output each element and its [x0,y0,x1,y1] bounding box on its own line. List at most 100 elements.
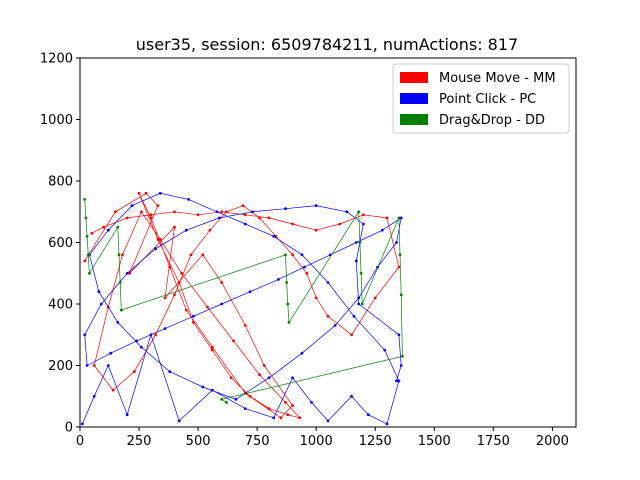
y-tick-label: 1200 [40,52,73,67]
series-2-point [358,241,362,244]
series-0-point [92,364,96,367]
series-0-point [220,210,224,214]
series-0-point [83,259,87,263]
series-1-point [357,296,361,300]
series-1-point [85,364,89,367]
series-1-point [251,210,254,214]
series-1-point [140,345,143,349]
legend-entry: Drag&Drop - DD [439,113,545,128]
series-1-point [163,327,167,330]
series-1-point [130,204,134,208]
series-2-point [284,253,287,257]
series-1-point [184,228,188,232]
series-2-point [220,397,224,401]
series-1-point [116,321,120,324]
series-0-point [243,324,247,327]
series-2-point [119,308,123,312]
series-2 [83,198,404,404]
series-1-point [326,419,330,423]
series-1-point [149,333,153,337]
series-1-point [395,241,398,244]
series-1-point [248,290,252,294]
series-1-point [267,376,271,380]
series-1-point [310,401,313,404]
series-0-point [208,228,212,232]
series-2-point [83,198,87,201]
series-0-point [267,216,271,220]
series-0-point [291,222,294,226]
series-1-point [125,271,129,275]
y-tick-label: 0 [65,421,73,436]
series-0-point [177,281,181,284]
series-0-point [114,210,117,214]
series-1-point [362,222,365,226]
series-1-point [218,216,221,220]
series-0-point [163,296,167,300]
series-0-point [284,401,287,404]
series-2-point [225,401,228,404]
series-1-point [97,290,101,294]
x-tick-label: 1250 [359,434,392,449]
series-1-point [399,364,403,367]
series-0-point [125,216,129,220]
series-2-point [399,293,403,297]
y-tick-label: 400 [48,298,73,313]
series-2-point [360,302,364,306]
series-0-point [154,333,158,337]
series-2-point [117,253,121,257]
series-1-point [192,314,195,318]
series-2-point [287,321,291,324]
x-tick-label: 1000 [300,434,333,449]
y-tick-label: 600 [48,236,73,251]
series-0-point [111,388,115,392]
series-1-point [303,265,306,269]
series-0-point [262,364,266,367]
series-1-point [99,302,103,306]
series-1-point [366,413,370,417]
series-1-point [357,302,361,306]
series-2-point [359,271,363,275]
series-1-point [92,394,96,398]
series-0-point [397,265,401,269]
series-0-point [326,314,330,318]
series-1-point [314,204,318,208]
series-0-point [173,293,176,297]
series-2-point [116,225,120,229]
x-tick-label: 750 [245,434,270,449]
series-0-point [248,394,252,398]
x-tick-label: 2000 [536,434,569,449]
series-0-point [140,210,143,214]
series-0-point [149,216,153,220]
x-tick-label: 1750 [477,434,510,449]
series-1-point [243,407,247,410]
series-1-point [354,241,358,244]
series-0-point [385,216,389,220]
series-1-point [106,364,110,367]
series-1-point [135,339,139,343]
x-tick-label: 1500 [418,434,451,449]
series-2-point [86,253,90,257]
series-0-point [156,204,160,208]
series-0-point [314,296,318,300]
series-0-point [173,210,176,214]
series-0-point [121,253,124,257]
legend-box [392,63,570,134]
series-1-point [300,351,304,355]
series-0-point [314,228,318,232]
series-0-point [350,333,353,337]
x-tick-label: 0 [76,434,84,449]
series-1-point [210,388,214,392]
series-0-point [137,191,141,195]
series-0-point [305,271,309,275]
series-1-point [380,228,384,232]
series-2-point [285,281,289,284]
series-0-point [196,213,200,217]
series-1-point [397,379,401,383]
series-1-point [300,253,304,257]
series-1-point [154,247,158,251]
series-0-point [267,407,271,410]
series-0-point [291,404,294,407]
y-tick-label: 1000 [40,113,73,128]
series-1-point [220,302,224,306]
series-0-point [279,416,283,420]
